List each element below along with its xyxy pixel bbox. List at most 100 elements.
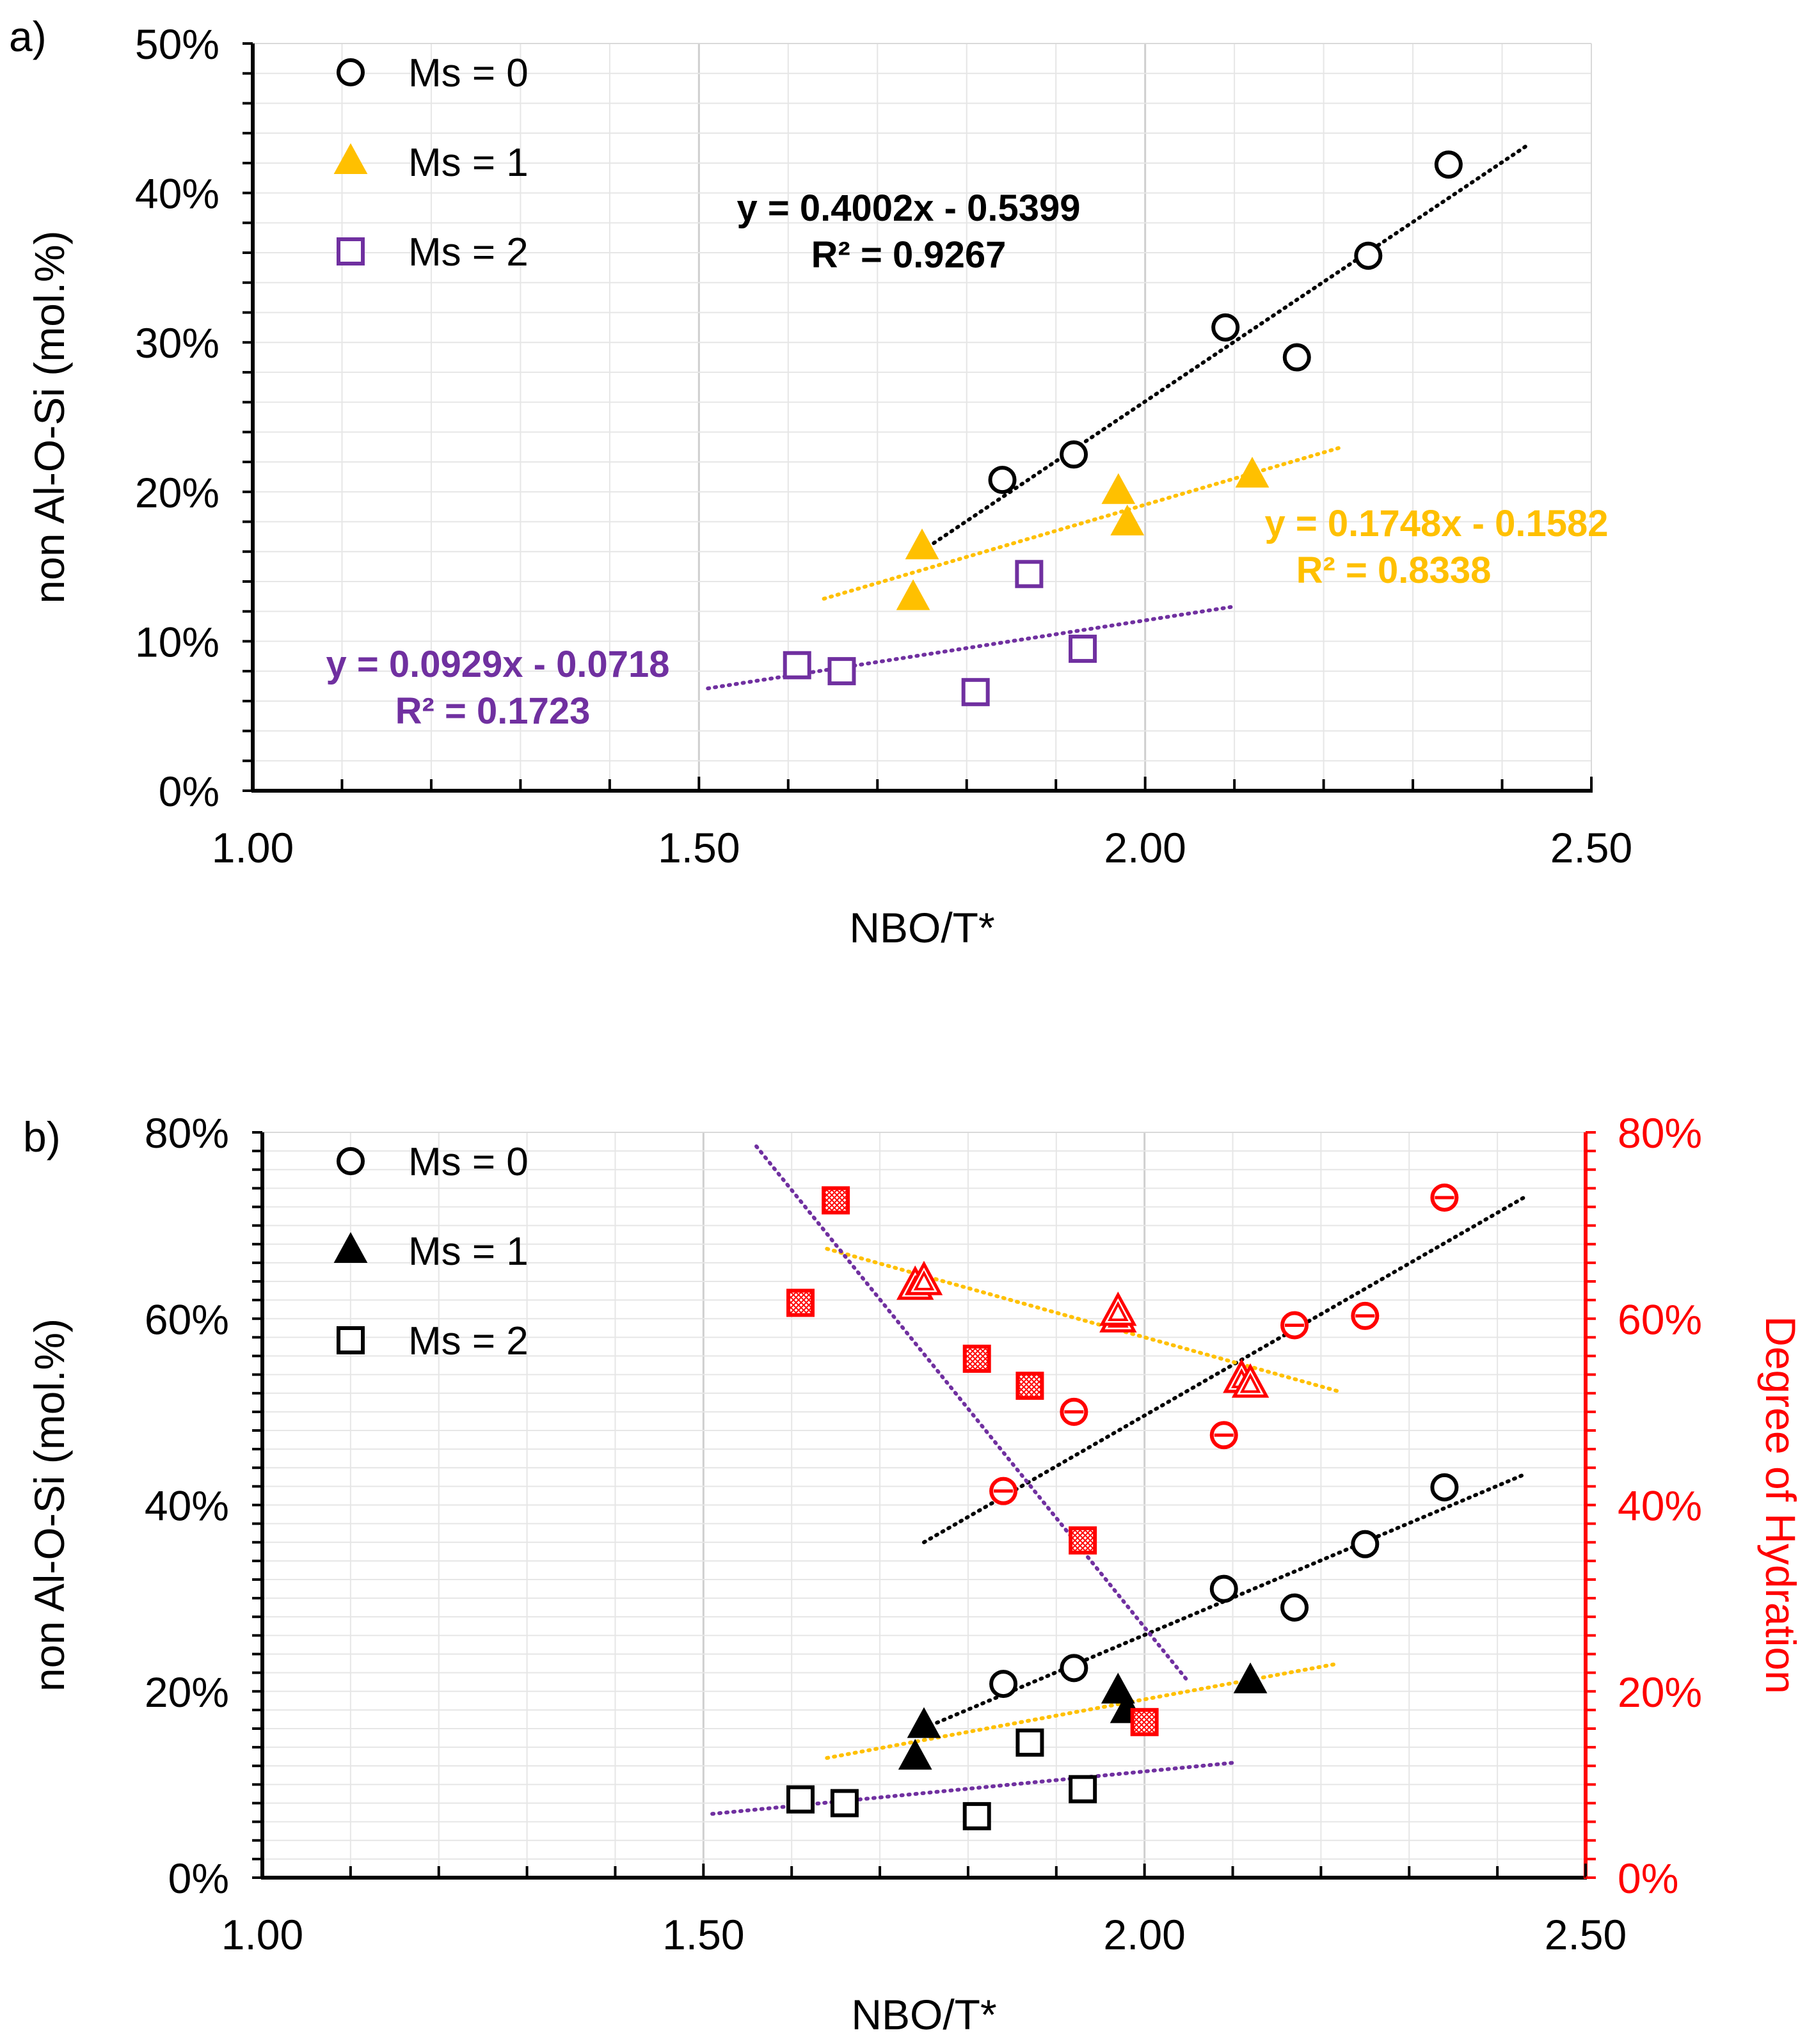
- trendline-r-squared: R² = 0.8338: [1296, 550, 1492, 591]
- legend-label: Ms = 2: [408, 1319, 529, 1363]
- legend-marker: [337, 1147, 365, 1175]
- y-axis-title: non Al-O-Si (mol.%): [26, 1319, 73, 1691]
- data-point: [1130, 1707, 1159, 1736]
- data-point: [1110, 504, 1145, 535]
- data-point: [962, 1802, 991, 1830]
- y-tick-label: 40%: [145, 1482, 229, 1530]
- trendline: [822, 445, 1344, 601]
- trendline-equation: y = 0.4002x - 0.5399: [737, 187, 1081, 229]
- data-point: [1015, 1372, 1044, 1400]
- x-tick-label: 1.50: [658, 824, 740, 871]
- trendline: [825, 1661, 1341, 1760]
- y-tick-label: 20%: [135, 469, 219, 516]
- x-tick-label: 1.00: [221, 1911, 303, 1958]
- data-point: [896, 579, 930, 610]
- hydration-triangle-inner: [1108, 1301, 1129, 1322]
- legend-marker: [337, 58, 365, 86]
- data-point: [989, 1670, 1018, 1699]
- data-point: [962, 1344, 991, 1373]
- y-tick-label: 0%: [168, 1855, 229, 1902]
- data-point: [989, 1477, 1018, 1505]
- legend-label: Ms = 1: [408, 141, 529, 185]
- x-tick-label: 1.50: [662, 1911, 744, 1958]
- trendline: [922, 1195, 1526, 1544]
- x-tick-label: 2.50: [1545, 1911, 1627, 1958]
- x-axis-title: NBO/T*: [851, 1991, 996, 2038]
- data-point: [1351, 1301, 1380, 1330]
- trendline: [754, 1144, 1191, 1684]
- y-tick-label: 60%: [145, 1295, 229, 1343]
- y-tick-label: 20%: [145, 1668, 229, 1716]
- data-point: [1351, 1530, 1380, 1558]
- data-point: [1231, 1363, 1270, 1398]
- x-axis-title: NBO/T*: [849, 904, 994, 951]
- legend-entry: Ms = 1: [333, 1230, 529, 1274]
- data-point: [1060, 1654, 1088, 1683]
- data-point: [1282, 343, 1311, 372]
- gridlines: [253, 43, 1592, 791]
- legend-label: Ms = 2: [408, 230, 529, 274]
- x-tick-label: 1.00: [212, 824, 294, 871]
- y-tick-label: 30%: [135, 319, 219, 367]
- y-tick-label: 0%: [159, 768, 219, 815]
- y-tick-label: 10%: [135, 618, 219, 665]
- data-point: [1280, 1593, 1309, 1622]
- trendline-equation: y = 0.1748x - 0.1582: [1265, 503, 1609, 544]
- data-point: [1209, 1574, 1238, 1603]
- data-point: [905, 528, 939, 560]
- trendline: [706, 604, 1237, 691]
- data-point: [898, 1738, 932, 1770]
- legend-entry: Ms = 0: [337, 1140, 529, 1184]
- y-tick-label: 80%: [145, 1109, 229, 1157]
- data-point: [1099, 1291, 1137, 1326]
- data-point: [1060, 1397, 1088, 1426]
- trendline-r-squared: R² = 0.9267: [811, 234, 1007, 276]
- data-point: [830, 1789, 859, 1818]
- data-point: [1211, 313, 1240, 342]
- panel-a: 1.00 1.50 2.00 2.50 0% 10% 20% 30% 40% 50% NBO/T* n…: [9, 13, 1632, 951]
- legend-marker: [333, 143, 368, 174]
- data-point: [827, 657, 856, 686]
- data-point: [905, 1260, 943, 1295]
- legend-label: Ms = 1: [408, 1230, 529, 1274]
- legend-entry: Ms = 2: [337, 230, 529, 274]
- data-point: [1069, 635, 1097, 663]
- data-point: [1235, 456, 1270, 488]
- data-point: [822, 1186, 850, 1215]
- legend-entry: Ms = 2: [337, 1319, 529, 1363]
- trendline-r-squared: R² = 0.1723: [395, 690, 591, 732]
- data-point: [1434, 150, 1463, 179]
- panel-b: 1.00 1.50 2.00 2.50 0% 20% 40% 60% 80% 0% 20% 40% 60…: [23, 1109, 1804, 2038]
- data-point: [786, 1785, 815, 1814]
- data-point: [1233, 1662, 1268, 1693]
- data-point: [1069, 1526, 1097, 1555]
- trendline-equation: y = 0.0929x - 0.0718: [326, 644, 670, 685]
- y2-tick-label: 80%: [1618, 1109, 1702, 1157]
- data-point: [786, 1288, 815, 1317]
- legend-marker: [337, 1326, 365, 1354]
- legend-entry: Ms = 0: [337, 51, 529, 95]
- x-tick-label: 2.00: [1104, 824, 1186, 871]
- legend-label: Ms = 0: [408, 51, 529, 95]
- data-point: [1069, 1775, 1097, 1803]
- y2-axis-title: Degree of Hydration: [1757, 1316, 1804, 1694]
- legend-marker: [333, 1232, 368, 1263]
- data-point: [1430, 1183, 1459, 1212]
- y2-tick-label: 20%: [1618, 1668, 1702, 1716]
- panel-label: a): [9, 13, 47, 60]
- legend-entry: Ms = 1: [333, 141, 529, 185]
- data-point: [1060, 440, 1088, 469]
- data-point: [783, 651, 811, 679]
- x-tick-label: 2.00: [1103, 1911, 1185, 1958]
- panel-label: b): [23, 1113, 61, 1161]
- data-point: [1430, 1473, 1459, 1501]
- hydration-triangle-inner: [913, 1270, 935, 1290]
- trendline: [825, 1247, 1341, 1393]
- legend-marker: [337, 237, 365, 265]
- data-point: [988, 466, 1017, 495]
- y-axis-title: non Al-O-Si (mol.%): [26, 230, 73, 603]
- hydration-triangle-inner: [1239, 1372, 1261, 1393]
- x-tick-label: 2.50: [1550, 824, 1632, 871]
